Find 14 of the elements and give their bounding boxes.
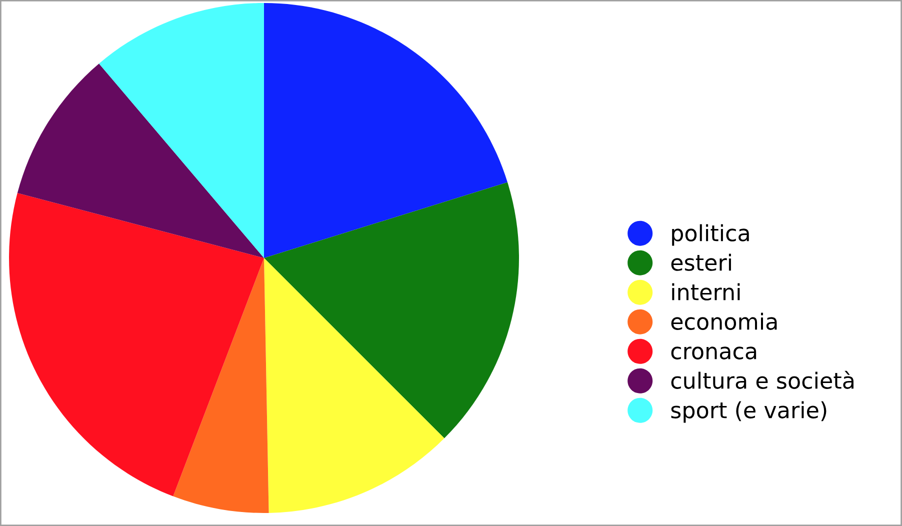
pie-slice	[264, 182, 519, 438]
legend-label: interni	[672, 283, 740, 300]
legend-label: politica	[672, 224, 749, 246]
legend-label: cultura e società	[671, 370, 854, 389]
pie-slice	[264, 258, 444, 513]
pie-slice	[17, 64, 264, 258]
legend-label: esteri	[671, 254, 731, 271]
pie-slice	[264, 3, 508, 258]
legend-label: cronaca	[671, 346, 756, 360]
pie-slice	[173, 258, 269, 513]
pie-slice	[99, 3, 264, 258]
pie-slice	[9, 193, 264, 496]
legend-label: economia	[671, 312, 777, 330]
legend-label: sport (e varie)	[671, 401, 826, 423]
